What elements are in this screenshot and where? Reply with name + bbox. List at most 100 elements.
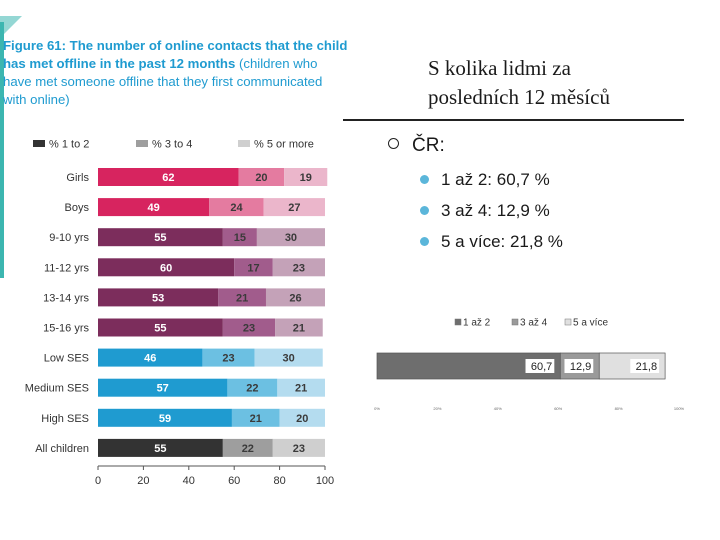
bar-segment [284,168,328,186]
legend-swatch [238,140,250,147]
bar-value-label: 55 [154,323,166,335]
bar-value-label: 30 [285,232,297,244]
value-label-box [630,359,660,373]
legend-swatch [511,318,519,326]
bar-segment [231,408,280,427]
bar-value-label: 62 [162,172,174,184]
bar-value-label: 49 [147,202,159,214]
legend-swatch [564,318,572,326]
bar-segment [272,258,325,277]
dot-bullet-icon [420,206,429,215]
offline-contacts-chart: % 1 to 2 % 3 to 4 % 5 or more Girls 62 20 19 Bo… [25,139,334,488]
dot-bullet-icon [420,175,429,184]
list-item: 5 a více: 21,8 % [420,231,563,262]
category-label: Girls [66,172,89,184]
legend-label: % 5 or more [254,139,314,151]
bar-segment [254,348,323,367]
category-label: 15-16 yrs [43,323,89,335]
list-item: 3 až 4: 12,9 % [420,200,563,231]
x-tick-label: 60 [228,475,240,487]
bar-value-label: 21 [236,292,248,304]
bar-segment [98,378,228,397]
category-label: High SES [41,413,89,425]
bar-value-label: 12,9 [570,361,591,373]
legend-label: % 1 to 2 [49,139,89,151]
bar-segment [222,318,276,337]
bar-segment [98,318,223,337]
bar-value-label: 30 [283,353,295,365]
category-label: Medium SES [25,383,89,395]
bar-segment [98,198,210,217]
slide-title-line1: S kolika lidmi za [428,56,571,80]
bar-segment [98,288,219,307]
bar-value-label: 23 [243,323,255,335]
bar-value-label: 21 [295,383,307,395]
bar-value-label: 22 [242,443,254,455]
bar-segment [227,378,278,397]
bar-value-label: 26 [289,292,301,304]
bar-segment [277,378,325,397]
bar-segment [98,438,223,457]
bar-segment [272,438,325,457]
bar-segment [209,198,264,217]
bar-value-label: 55 [154,443,166,455]
corner-accent-triangle [0,16,22,38]
bar-value-label: 21 [293,323,305,335]
bar-value-label: 59 [159,413,171,425]
x-tick-label: 40% [494,406,502,411]
bar-value-label: 20 [255,172,267,184]
legend-label: 3 až 4 [520,318,548,329]
category-label: All children [35,443,89,455]
bar-segment [238,168,285,186]
cr-item-text: 1 až 2: 60,7 % [441,170,550,189]
bar-segment [98,258,235,277]
bar-value-label: 20 [296,413,308,425]
title-divider [343,119,684,121]
figure-title-rest: (children who have met someone offline t… [3,56,323,107]
legend-label: % 3 to 4 [152,139,192,151]
bar-segment [234,258,273,277]
bar-value-label: 23 [222,353,234,365]
cr-stats-list: 1 až 2: 60,7 % 3 až 4: 12,9 % 5 a více: … [420,169,563,262]
bar-segment [98,228,223,247]
bar-segment [202,348,255,367]
dot-bullet-icon [420,237,429,246]
legend-label: 5 a více [573,318,608,329]
bar-value-label: 55 [154,232,166,244]
cr-heading: ČR: [388,135,445,157]
bar-value-label: 19 [300,172,312,184]
slide-title-line2: posledních 12 měsíců [428,85,610,109]
bar-value-label: 23 [293,262,305,274]
circle-bullet-icon [388,138,399,150]
bar-value-label: 57 [157,383,169,395]
slide-title: S kolika lidmi za posledních 12 měsíců [428,54,610,112]
bar-segment [222,228,257,247]
legend-label: 1 až 2 [463,318,491,329]
bar-segment [256,228,325,247]
bar-value-label: 53 [152,292,164,304]
x-tick-label: 0% [374,406,380,411]
value-label-box [525,359,555,373]
cr-item-text: 3 až 4: 12,9 % [441,201,550,220]
legend-swatch [136,140,148,147]
figure-title-bold: Figure 61: The number of online contacts… [3,38,348,71]
bar-value-label: 23 [293,443,305,455]
x-tick-label: 20 [137,475,149,487]
x-tick-label: 60% [554,406,562,411]
bar-segment [218,288,266,307]
x-tick-label: 40 [183,475,195,487]
category-label: 9-10 yrs [49,232,89,244]
category-label: Low SES [44,353,89,365]
x-tick-label: 100 [316,475,334,487]
left-accent-bar [0,22,4,278]
bar-segment [222,438,273,457]
bar-segment [263,198,325,217]
bar-segment [275,318,323,337]
cr-stacked-bar-chart: 1 až 2 3 až 4 5 a více 60,7 12,9 21,8 0% 20% 40%… [374,318,684,412]
category-label: 13-14 yrs [43,292,89,304]
bar-value-label: 24 [230,202,243,214]
legend-swatch [33,140,45,147]
list-item: 1 až 2: 60,7 % [420,169,563,200]
bar-value-label: 27 [288,202,300,214]
bar-value-label: 15 [234,232,246,244]
